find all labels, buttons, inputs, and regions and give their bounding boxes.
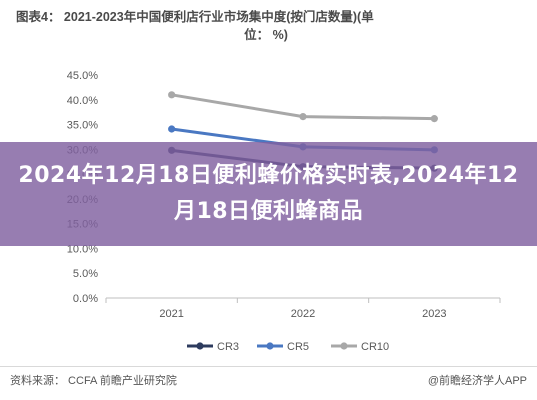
chart-title-line2: 位： %) — [244, 28, 288, 42]
x-tick-label: 2022 — [291, 308, 315, 320]
data-point-cr10 — [168, 91, 176, 99]
y-tick-label: 45.0% — [67, 70, 98, 82]
chart-title: 图表4： 2021-2023年中国便利店行业市场集中度(按门店数量)(单 位： … — [16, 8, 516, 44]
source-note: 资料来源： CCFA 前瞻产业研究院 — [10, 375, 177, 387]
overlay-banner: 2024年12月18日便利蜂价格实时表,2024年12月18日便利蜂商品 — [0, 142, 537, 246]
legend-label-cr5: CR5 — [287, 341, 309, 353]
legend-label-cr3: CR3 — [217, 341, 239, 353]
data-point-cr10 — [430, 115, 438, 123]
data-point-cr10 — [299, 113, 307, 121]
data-point-cr5 — [168, 125, 176, 133]
y-tick-label: 35.0% — [67, 120, 98, 132]
source-divider — [0, 366, 537, 367]
y-tick-label: 5.0% — [73, 268, 98, 280]
x-tick-label: 2021 — [159, 308, 183, 320]
legend-marker-cr10 — [340, 342, 348, 350]
banner-title: 2024年12月18日便利蜂价格实时表,2024年12月18日便利蜂商品 — [18, 163, 519, 224]
watermark-credit: @前瞻经济学人APP — [427, 375, 527, 387]
legend-label-cr10: CR10 — [361, 341, 389, 353]
x-tick-label: 2023 — [422, 308, 446, 320]
y-tick-label: 0.0% — [73, 293, 98, 305]
y-tick-label: 10.0% — [67, 243, 98, 255]
y-tick-label: 40.0% — [67, 95, 98, 107]
legend-marker-cr5 — [266, 342, 274, 350]
legend-marker-cr3 — [196, 342, 204, 350]
chart-title-line1: 图表4： 2021-2023年中国便利店行业市场集中度(按门店数量)(单 — [16, 10, 374, 24]
